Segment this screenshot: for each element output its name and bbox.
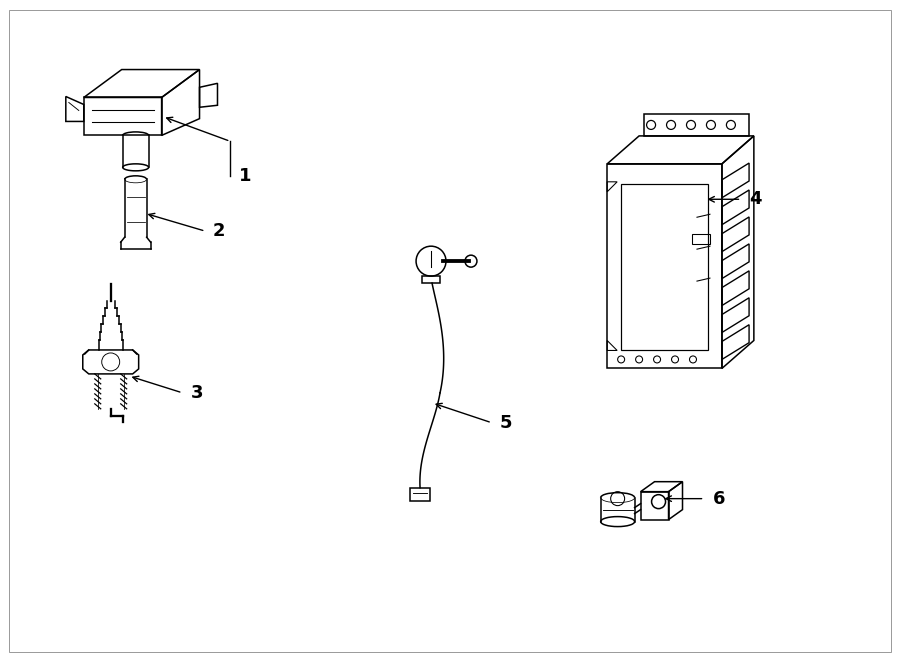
Text: 6: 6: [713, 490, 725, 508]
Text: 1: 1: [238, 167, 251, 185]
Text: 5: 5: [500, 414, 512, 432]
Text: 3: 3: [191, 384, 203, 402]
Text: 2: 2: [212, 222, 225, 240]
Text: 4: 4: [750, 190, 762, 208]
